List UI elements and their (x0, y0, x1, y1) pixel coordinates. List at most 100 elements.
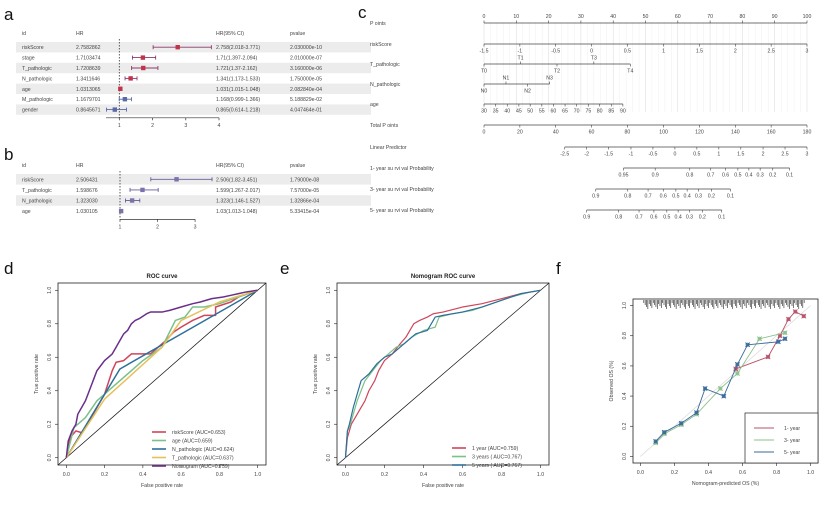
y-tick-label: 0.6 (326, 354, 332, 361)
y-tick-label: 0.8 (47, 320, 53, 327)
row-pvalue: 1.79000e-08 (290, 177, 319, 183)
y-tick-label: 0.4 (622, 392, 628, 399)
nomogram-tick-label: 0.9 (652, 173, 659, 179)
row-pvalue: 5.33415e-04 (290, 209, 319, 215)
x-tick-label: 0.4 (705, 470, 712, 476)
nomogram-tick-label: T2 (554, 69, 560, 75)
nomogram-tick-label: 0.6 (722, 173, 729, 179)
x-tick-label: 0.2 (381, 472, 388, 478)
calibration-cross (792, 309, 798, 315)
nomogram-tick-label: 0 (590, 49, 593, 55)
nomogram-tick-label: N1 (503, 76, 510, 82)
nomogram-tick-label: N0 (481, 89, 488, 95)
roc-series-line (65, 289, 258, 459)
legend-label: T_pathologic (AUC=0.637) (172, 456, 234, 462)
calibration-cross (717, 386, 723, 392)
nomogram-tick-label: T4 (627, 69, 633, 75)
y-tick-label: 1.0 (47, 287, 53, 294)
row-id: N_pathologic (22, 76, 53, 82)
calibration-cross (678, 420, 684, 426)
row-hr: 1.030105 (76, 209, 98, 215)
x-tick-label: 4 (218, 123, 221, 129)
y-tick-label: 0.4 (326, 387, 332, 394)
nomogram-tick-label: 0.5 (624, 49, 631, 55)
legend-box (744, 412, 819, 464)
y-tick-label: 0.4 (47, 387, 53, 394)
nomogram-tick-label: 0.7 (635, 215, 642, 221)
row-pvalue: 4.047464e-01 (290, 108, 322, 114)
nomogram-row-label: 3- year su rvi val Probability (370, 187, 434, 193)
panel-label-b: b (4, 145, 13, 164)
row-hr: 0.8645671 (76, 108, 101, 114)
nomogram-tick-label: 2 (762, 152, 765, 158)
forest-plot-multivariate: id HR HR(95% CI) pvalue riskScore 2.7582862 2.… (16, 31, 371, 129)
nomogram-tick-label: 0 (483, 130, 486, 136)
calibration-cross (757, 336, 763, 342)
nomogram-tick-label: T0 (481, 69, 487, 75)
row-id: M_pathologic (22, 97, 53, 103)
nomogram-tick-label: 35 (493, 109, 499, 115)
nomogram-tick-label: 3 (806, 49, 809, 55)
nomogram-tick-label: 0.3 (695, 194, 702, 200)
y-tick-label: 1.0 (326, 287, 332, 294)
nomogram-tick-label: 0.9 (592, 194, 599, 200)
x-axis-label: False positive rate (141, 483, 183, 489)
header-ci: HR(95% CI) (216, 163, 244, 169)
panel-label-d: d (4, 259, 13, 278)
legend-label: 5 years ( AUC=0.767) (472, 463, 522, 469)
row-hr: 1.323030 (76, 199, 98, 205)
nomogram-tick-label: N2 (524, 89, 531, 95)
nomogram-tick-label: 0.1 (727, 194, 734, 200)
nomogram-tick-label: 10 (513, 14, 519, 20)
nomogram-tick-label: 50 (527, 109, 533, 115)
hr-point (118, 208, 124, 214)
x-tick-label: 2 (156, 224, 159, 230)
row-stripe (16, 62, 371, 74)
diagonal-reference (57, 282, 267, 466)
row-id: N_pathologic (22, 199, 53, 205)
row-id: T_pathologic (22, 188, 52, 194)
calibration-cross (765, 354, 771, 360)
plot-frame (632, 298, 819, 464)
x-tick-label: 0.8 (773, 470, 780, 476)
nomogram-tick-label: 0 (483, 14, 486, 20)
header-id: id (22, 31, 26, 37)
nomogram-tick-label: 20 (517, 130, 523, 136)
row-pvalue: 1.32866e-04 (290, 199, 319, 205)
calibration-cross (785, 316, 791, 322)
nomogram-tick-label: 0.1 (718, 215, 725, 221)
y-axis-label: True positive rate (313, 354, 319, 394)
row-id: age (22, 209, 31, 215)
row-stripe (16, 195, 371, 206)
calibration-cross (775, 339, 781, 345)
nomogram-tick-label: 40 (610, 14, 616, 20)
x-tick-label: 0.2 (101, 472, 108, 478)
legend-label: 1 year (AUC=0.759) (472, 446, 519, 452)
nomogram-tick-label: 120 (695, 130, 704, 136)
hr-point (112, 107, 118, 112)
calibration-cross (721, 393, 727, 399)
legend-label: age (AUC=0.659) (172, 439, 213, 445)
nomogram-tick-label: 0.2 (699, 215, 706, 221)
roc-series-line (65, 289, 258, 458)
nomogram-row-label: age (370, 102, 379, 108)
nomogram-tick-label: 0.1 (786, 173, 793, 179)
row-ci: 2.506(1.82-3.451) (216, 177, 258, 183)
header-id: id (22, 163, 26, 169)
nomogram-tick-label: 140 (731, 130, 740, 136)
roc-series-line (344, 289, 541, 458)
nomogram-tick-label: 0.8 (615, 215, 622, 221)
header-pvalue: pvalue (290, 31, 305, 37)
x-tick-label: 3 (194, 224, 197, 230)
calibration-line (655, 338, 786, 442)
x-tick-label: 3 (184, 123, 187, 129)
legend-label: 3- year (784, 438, 800, 444)
nomogram-tick-label: 45 (516, 109, 522, 115)
calibration-chart: 0.0 0.2 0.4 0.6 0.8 1.0 0.0 0.2 0.4 0.6 0.8 1.0 Nomo… (609, 298, 819, 487)
row-ci: 1.031(1.015-1.048) (216, 87, 260, 93)
nomogram-tick-label: 0.95 (618, 173, 628, 179)
nomogram-tick-label: 0.3 (686, 215, 693, 221)
row-ci: 1.03(1.013-1.048) (216, 209, 258, 215)
nomogram-tick-label: 80 (625, 130, 631, 136)
nomogram-tick-label: 2.5 (768, 49, 775, 55)
